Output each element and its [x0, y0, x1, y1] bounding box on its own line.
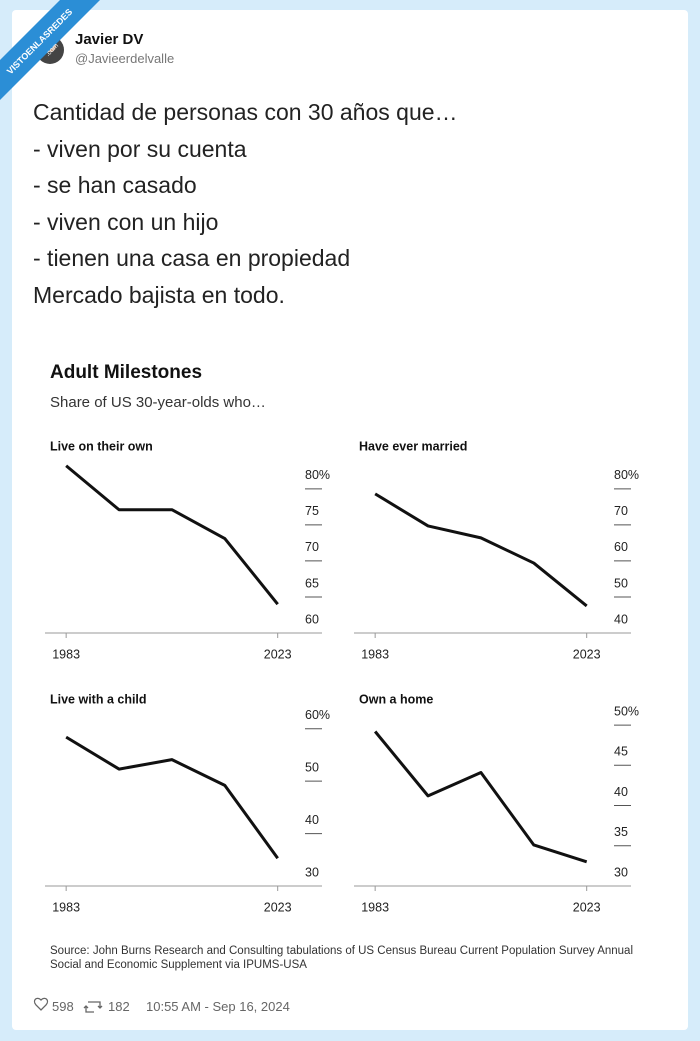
author-name[interactable]: Javier DV: [75, 31, 144, 48]
figure-title: Adult Milestones: [50, 362, 203, 383]
figure-source: Source: John Burns Research and Consulti…: [50, 945, 634, 971]
tweet-line: Cantidad de personas con 30 años que…: [33, 99, 458, 125]
timestamp[interactable]: 10:55 AM - Sep 16, 2024: [146, 999, 290, 1014]
tweet-line: Mercado bajista en todo.: [33, 281, 285, 308]
tweet-text: Cantidad de personas con 30 años que… - v…: [33, 94, 458, 313]
retweet-count[interactable]: 182: [108, 999, 130, 1014]
tweet-line: - viven con un hijo: [33, 208, 219, 235]
tweet-line: - viven por su cuenta: [33, 135, 247, 162]
like-count[interactable]: 598: [52, 999, 74, 1014]
author-handle[interactable]: @Javieerdelvalle: [75, 51, 175, 66]
figure-subtitle: Share of US 30-year-olds who…: [50, 394, 266, 411]
tweet-line: - tienen una casa en propiedad: [33, 245, 351, 271]
tweet-line: - se han casado: [33, 172, 197, 198]
